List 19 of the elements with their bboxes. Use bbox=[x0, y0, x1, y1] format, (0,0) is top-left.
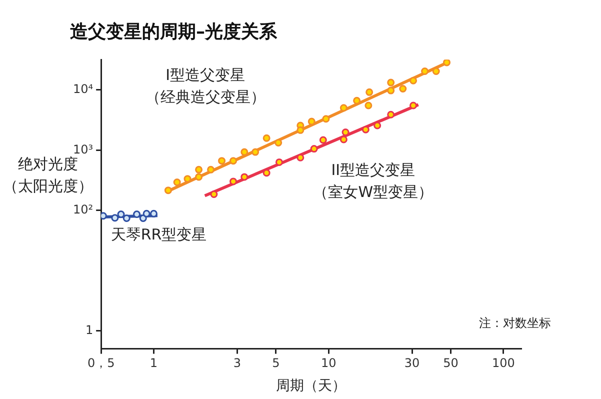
x-tick-label: 100 bbox=[492, 356, 515, 370]
y-tick-label: 10³ bbox=[72, 142, 94, 156]
series-label: 天琴RR型变星 bbox=[110, 225, 207, 244]
x-tick-label: 0，5 bbox=[87, 356, 115, 370]
y-tick-label: 10⁴ bbox=[72, 82, 94, 96]
chart-title: 造父变星的周期–光度关系 bbox=[70, 21, 278, 42]
y-tick-label: 10² bbox=[72, 202, 94, 216]
x-tick-label: 5 bbox=[272, 356, 280, 370]
x-tick-label: 3 bbox=[233, 356, 241, 370]
x-tick-label: 1 bbox=[150, 356, 158, 370]
series-label: II型造父变星（室女W型变星） bbox=[313, 160, 434, 201]
x-tick-label: 10 bbox=[320, 356, 336, 370]
x-tick-label: 50 bbox=[443, 356, 458, 370]
x-tick-label: 30 bbox=[404, 356, 420, 370]
y-axis-title: 绝对光度（太阳光度） bbox=[3, 155, 93, 196]
series-label: I型造父变星（经典造父变星） bbox=[145, 66, 266, 106]
y-tick-label: 1 bbox=[85, 322, 94, 337]
annotation: 注：对数坐标 bbox=[479, 316, 551, 330]
x-axis-title: 周期（天） bbox=[276, 378, 346, 394]
